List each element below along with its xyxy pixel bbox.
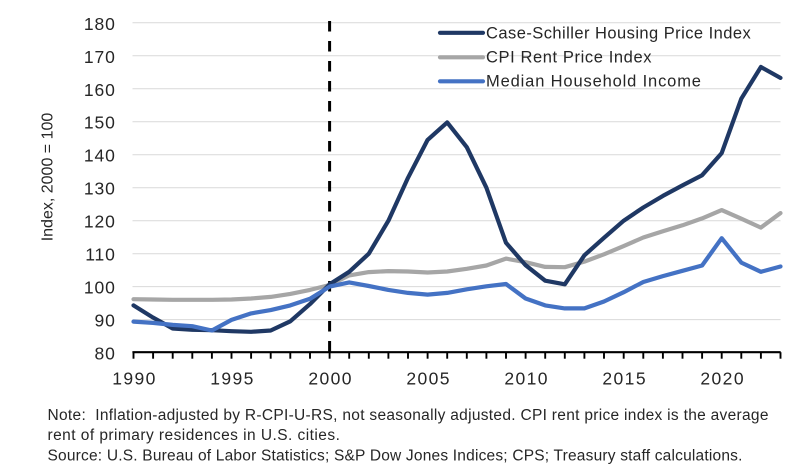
svg-text:2000: 2000 — [308, 369, 353, 389]
svg-text:Note: Inflation-adjusted by R: Note: Inflation-adjusted by R-CPI-U-RS, … — [48, 407, 769, 424]
svg-text:2010: 2010 — [504, 369, 549, 389]
svg-text:2005: 2005 — [406, 369, 451, 389]
svg-text:100: 100 — [84, 278, 116, 298]
svg-text:150: 150 — [84, 113, 116, 133]
svg-text:140: 140 — [84, 146, 116, 166]
svg-text:Case-Schiller Housing Price In: Case-Schiller Housing Price Index — [486, 25, 752, 43]
svg-text:Index, 2000 = 100: Index, 2000 = 100 — [40, 113, 57, 242]
svg-text:180: 180 — [84, 14, 116, 34]
svg-text:Source: U.S. Bureau of Labor S: Source: U.S. Bureau of Labor Statistics;… — [48, 447, 743, 464]
svg-text:120: 120 — [84, 212, 116, 232]
svg-text:90: 90 — [95, 311, 116, 331]
svg-text:1995: 1995 — [210, 369, 255, 389]
svg-text:Median Household Income: Median Household Income — [486, 73, 702, 91]
svg-text:110: 110 — [85, 245, 116, 265]
svg-text:160: 160 — [84, 80, 116, 100]
svg-text:130: 130 — [84, 179, 116, 199]
svg-text:2015: 2015 — [602, 369, 647, 389]
svg-text:2020: 2020 — [700, 369, 745, 389]
svg-text:CPI Rent Price Index: CPI Rent Price Index — [486, 49, 652, 67]
svg-text:80: 80 — [95, 344, 116, 364]
svg-text:170: 170 — [84, 47, 116, 67]
svg-text:rent of primary residences in: rent of primary residences in U.S. citie… — [48, 427, 341, 444]
svg-text:1990: 1990 — [112, 369, 157, 389]
